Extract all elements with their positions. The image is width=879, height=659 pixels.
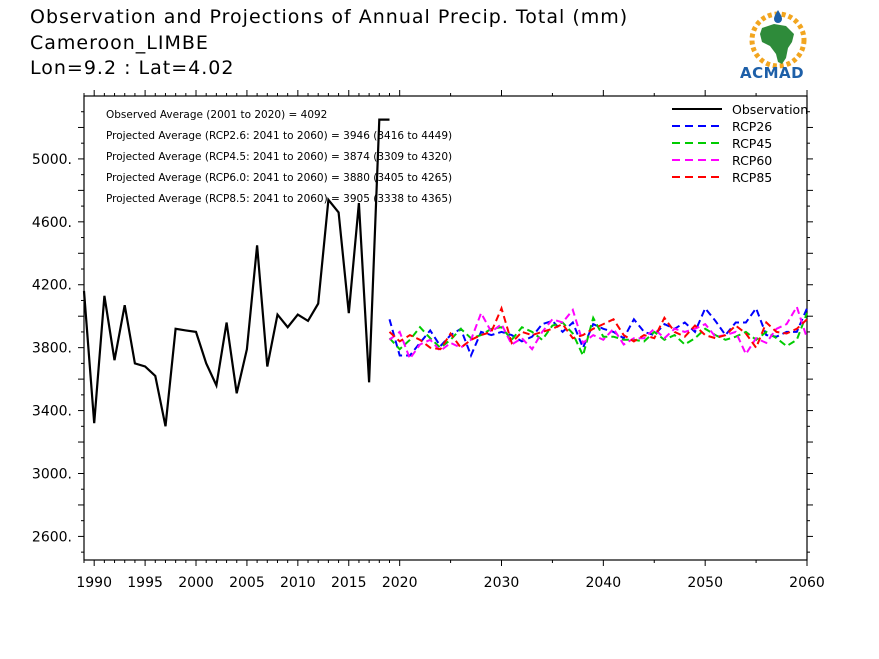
stat-line: Projected Average (RCP8.5: 2041 to 2060)… — [106, 193, 452, 205]
acmad-logo — [749, 10, 807, 69]
x-tick-label: 2060 — [789, 575, 825, 591]
x-tick-label: 2040 — [586, 575, 622, 591]
y-tick-label: 4200. — [32, 278, 72, 294]
y-tick-label: 4600. — [32, 215, 72, 231]
series-layer — [82, 118, 808, 427]
x-tick-label: 2000 — [178, 575, 214, 591]
x-tick-label: 1995 — [127, 575, 163, 591]
x-tick-label: 2010 — [280, 575, 316, 591]
y-tick-label: 3000. — [32, 466, 72, 482]
stat-line: Projected Average (RCP4.5: 2041 to 2060)… — [106, 151, 452, 163]
stat-line: Projected Average (RCP2.6: 2041 to 2060)… — [106, 130, 452, 142]
plot-frame — [83, 95, 808, 561]
chart-subtitle-station: Cameroon_LIMBE — [30, 32, 209, 54]
y-tick-label: 3400. — [32, 404, 72, 420]
water-drop-icon — [774, 10, 782, 23]
legend-label: RCP60 — [732, 153, 772, 168]
legend: Observation RCP26 RCP45 RCP60 RCP85 — [672, 102, 808, 185]
acmad-logo-text: ACMAD — [740, 64, 805, 82]
x-tick-label: 2030 — [484, 575, 520, 591]
chart-subtitle-coordinates: Lon=9.2 : Lat=4.02 — [30, 57, 235, 79]
y-tick-label: 5000. — [32, 152, 72, 168]
legend-label: RCP85 — [732, 170, 772, 185]
series-line-observation — [82, 118, 390, 427]
x-tick-label: 2020 — [382, 575, 418, 591]
legend-label: RCP45 — [732, 136, 772, 151]
x-tick-label: 2050 — [687, 575, 723, 591]
legend-label: RCP26 — [732, 119, 772, 134]
plot-axes: 2600. 3000. 3400. 3800. 4200. 4600. 5000. 1990 1… — [32, 90, 825, 591]
x-tick-label: 2005 — [229, 575, 265, 591]
x-tick-label: 2015 — [331, 575, 367, 591]
y-tick-label: 2600. — [32, 529, 72, 545]
africa-map-icon — [760, 24, 794, 64]
legend-label: Observation — [732, 102, 808, 117]
stat-line: Observed Average (2001 to 2020) = 4092 — [106, 109, 327, 121]
series-line-rcp85 — [388, 305, 808, 351]
x-tick-label: 1990 — [76, 575, 112, 591]
chart-title: Observation and Projections of Annual Pr… — [30, 6, 629, 28]
stats-annotations: Observed Average (2001 to 2020) = 4092 Pr… — [106, 109, 452, 205]
stat-line: Projected Average (RCP6.0: 2041 to 2060)… — [106, 172, 452, 184]
y-tick-label: 3800. — [32, 341, 72, 357]
